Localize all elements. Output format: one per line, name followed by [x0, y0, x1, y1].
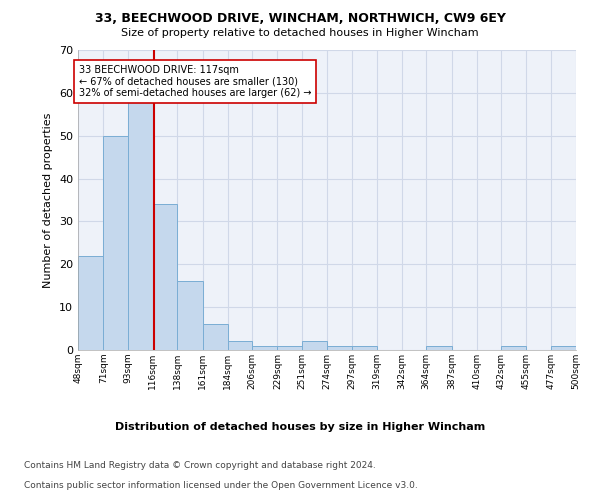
Bar	[177, 282, 203, 350]
Y-axis label: Number of detached properties: Number of detached properties	[43, 112, 53, 288]
Bar	[228, 342, 252, 350]
Text: 33 BEECHWOOD DRIVE: 117sqm
← 67% of detached houses are smaller (130)
32% of sem: 33 BEECHWOOD DRIVE: 117sqm ← 67% of deta…	[79, 65, 311, 98]
Text: Size of property relative to detached houses in Higher Wincham: Size of property relative to detached ho…	[121, 28, 479, 38]
Bar	[277, 346, 302, 350]
Bar	[252, 346, 277, 350]
Text: Contains public sector information licensed under the Open Government Licence v3: Contains public sector information licen…	[24, 481, 418, 490]
Bar	[302, 342, 327, 350]
Bar	[327, 346, 352, 350]
Text: Distribution of detached houses by size in Higher Wincham: Distribution of detached houses by size …	[115, 422, 485, 432]
Bar	[551, 346, 576, 350]
Bar	[203, 324, 228, 350]
Text: 33, BEECHWOOD DRIVE, WINCHAM, NORTHWICH, CW9 6EY: 33, BEECHWOOD DRIVE, WINCHAM, NORTHWICH,…	[95, 12, 505, 26]
Bar	[78, 256, 103, 350]
Bar	[128, 97, 153, 350]
Bar	[103, 136, 128, 350]
Bar	[426, 346, 452, 350]
Text: Contains HM Land Registry data © Crown copyright and database right 2024.: Contains HM Land Registry data © Crown c…	[24, 461, 376, 470]
Bar	[352, 346, 377, 350]
Bar	[501, 346, 526, 350]
Bar	[153, 204, 177, 350]
